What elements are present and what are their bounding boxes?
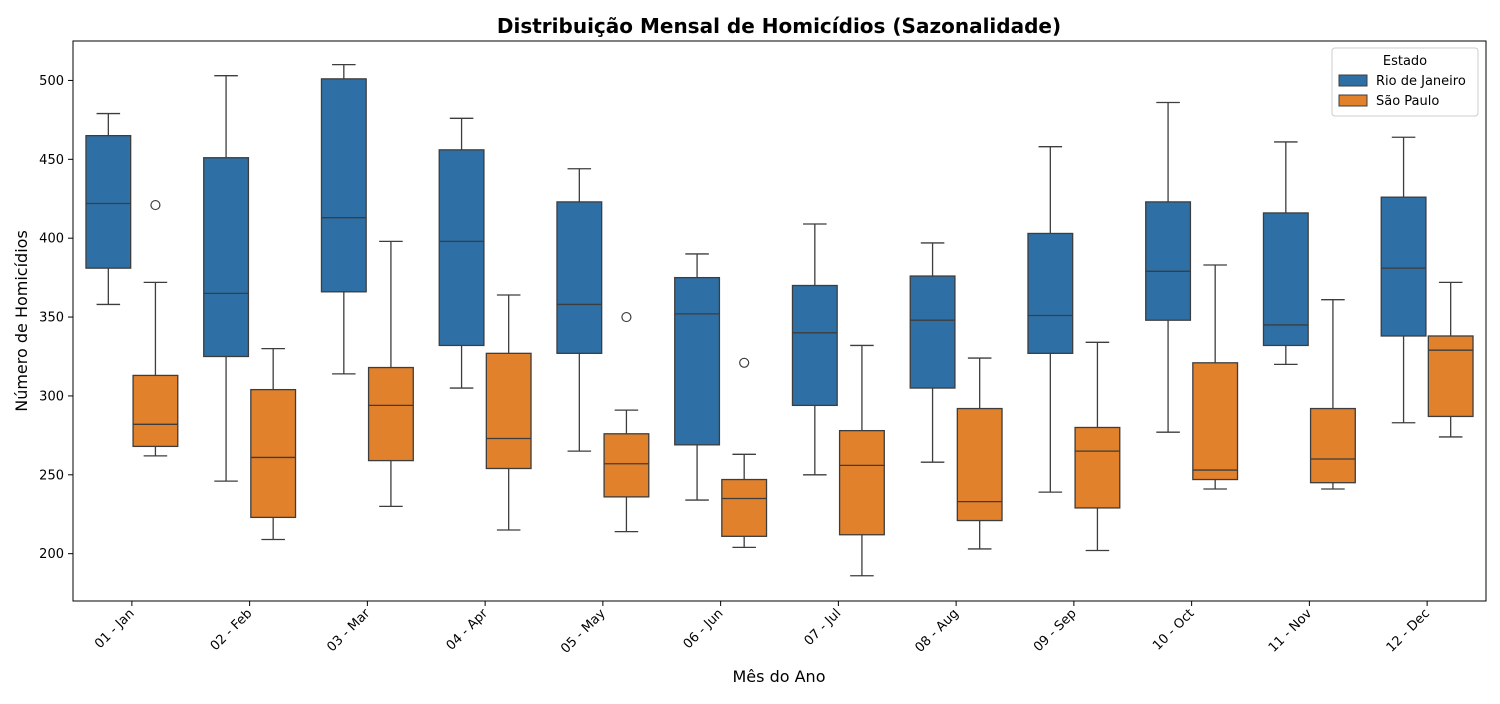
box-rio-de-janeiro-9 [1027,146,1074,493]
x-tick-label: 04 - Apr [444,606,492,654]
y-axis-label: Número de Homicídios [12,230,31,412]
legend-label-sao-paulo: São Paulo [1376,94,1439,109]
box-s-o-paulo-10 [1192,264,1239,490]
box-s-o-paulo-6 [721,357,768,549]
y-tick-label: 500 [39,74,64,89]
plot-frame [72,40,1487,602]
box-s-o-paulo-9 [1074,341,1121,552]
box-body [791,284,838,407]
box-rio-de-janeiro-7 [791,223,838,476]
box-rio-de-janeiro-4 [438,117,485,389]
x-tick-label: 01 - Jan [92,606,138,652]
x-axis-label: Mês do Ano [733,667,826,686]
box-body [838,429,885,536]
legend-title: Estado [1383,54,1427,69]
box-rio-de-janeiro-3 [320,64,367,375]
x-tick-label: 07 - Jul [802,606,845,649]
x-tick-label: 05 - May [558,606,609,657]
box-body [674,276,721,446]
box-body [1074,426,1121,509]
x-tick-label: 09 - Sep [1031,606,1080,655]
legend-swatch-rio-de-janeiro [1338,74,1368,87]
x-tick-label: 02 - Feb [208,606,256,654]
outlier-point [621,311,632,323]
box-body [1192,362,1239,481]
box-body [1309,407,1356,484]
box-rio-de-janeiro-1 [85,112,132,306]
box-rio-de-janeiro-5 [556,168,603,452]
box-rio-de-janeiro-11 [1262,141,1309,366]
box-s-o-paulo-1 [132,199,179,457]
box-rio-de-janeiro-10 [1145,101,1192,433]
plot-area: 200 250 300 350 400 450 500 01 - Jan 02 - Feb 03 … [39,40,1487,657]
box-body [1145,201,1192,321]
box-body [85,134,132,269]
legend-label-rio-de-janeiro: Rio de Janeiro [1376,74,1466,89]
box-body [721,478,768,537]
box-body [956,407,1003,522]
y-tick-label: 400 [39,232,64,247]
box-body [438,149,485,347]
x-tick-label: 06 - Jun [681,606,727,652]
box-s-o-paulo-8 [956,357,1003,550]
x-tick-label: 11 - Nov [1266,606,1316,656]
box-body [1380,196,1427,337]
box-body [603,433,650,498]
x-tick-label: 12 - Dec [1384,606,1433,655]
box-body [367,366,414,462]
outlier-point [739,357,750,368]
box-body [1027,232,1074,354]
x-tick-label: 10 - Oct [1150,606,1197,653]
y-tick-label: 250 [39,468,64,483]
box-s-o-paulo-4 [485,294,532,531]
box-rio-de-janeiro-12 [1380,136,1427,424]
box-s-o-paulo-12 [1427,281,1474,438]
box-body [556,201,603,354]
box-s-o-paulo-2 [250,347,297,541]
x-tick-label: 08 - Aug [913,606,962,655]
box-rio-de-janeiro-8 [909,242,956,463]
y-tick-label: 450 [39,153,64,168]
y-tick-label: 200 [39,547,64,562]
x-tick-label: 03 - Mar [324,606,373,655]
box-body [203,157,250,358]
box-body [485,352,532,470]
box-body [1262,212,1309,347]
box-s-o-paulo-7 [838,344,885,577]
legend-swatch-sao-paulo [1338,94,1368,107]
box-s-o-paulo-5 [603,311,650,533]
box-body [132,374,179,448]
box-body [909,275,956,389]
box-body [250,388,297,519]
y-tick-label: 350 [39,311,64,326]
legend-frame [1331,47,1479,117]
box-s-o-paulo-3 [367,240,414,508]
box-rio-de-janeiro-2 [203,75,250,482]
box-rio-de-janeiro-6 [674,253,721,501]
chart-title: Distribuição Mensal de Homicídios (Sazon… [497,14,1061,38]
box-s-o-paulo-11 [1309,299,1356,490]
box-body [1427,335,1474,418]
legend: Estado Rio de Janeiro São Paulo [1331,47,1479,117]
outlier-point [150,199,161,211]
box-body [320,78,367,293]
y-tick-label: 300 [39,389,64,404]
